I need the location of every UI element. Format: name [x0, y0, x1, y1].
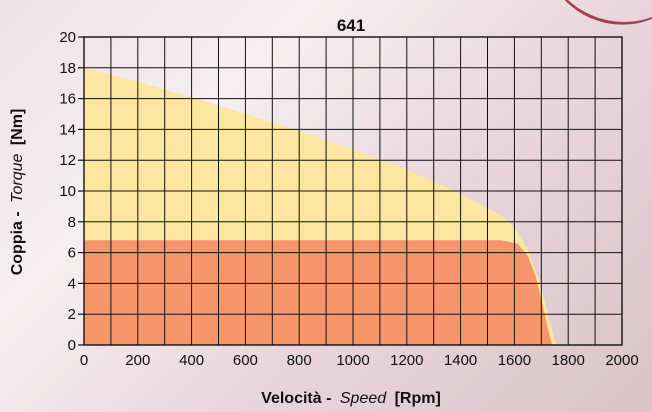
y-axis-label-bold: Coppia - [9, 211, 26, 275]
x-tick-label: 800 [287, 352, 312, 369]
y-tick-label: 10 [59, 183, 76, 200]
y-tick-label: 12 [59, 152, 76, 169]
chart-grid [78, 36, 623, 346]
y-axis-label-unit: [Nm] [9, 109, 26, 145]
area-series-2 [84, 240, 553, 345]
x-axis-label: Velocità - Speed [Rpm] [261, 390, 441, 407]
y-tick-label: 18 [59, 60, 76, 77]
y-tick-label: 14 [59, 121, 76, 138]
x-tick-label: 1800 [552, 352, 585, 369]
y-tick-label: 2 [68, 306, 76, 323]
plot-frame [83, 36, 623, 346]
x-tick-label: 1600 [498, 352, 531, 369]
y-axis-label-italic: Torque [9, 154, 26, 203]
x-tick-label: 1400 [444, 352, 477, 369]
x-tick-label: 200 [125, 352, 150, 369]
y-tick-label: 16 [59, 91, 76, 108]
y-tick-label: 0 [68, 337, 76, 354]
x-tick-labels: 0 200 400 600 800 1000 1200 1400 1600 1800 2000 [80, 352, 639, 369]
x-axis-label-italic: Speed [340, 390, 387, 407]
y-axis-label: Coppia - Torque [Nm] [9, 109, 26, 276]
y-tick-labels: 0 2 4 6 8 10 12 14 16 18 20 [59, 29, 76, 354]
x-axis-label-bold: Velocità - [261, 390, 331, 407]
x-axis-label-unit: [Rpm] [395, 390, 441, 407]
y-tick-label: 6 [68, 245, 76, 262]
x-tick-label: 1000 [336, 352, 369, 369]
x-tick-label: 400 [179, 352, 204, 369]
x-tick-label: 600 [233, 352, 258, 369]
chart-title: 641 [337, 16, 365, 35]
x-tick-label: 2000 [605, 352, 638, 369]
x-tick-label: 1200 [390, 352, 423, 369]
y-tick-label: 20 [59, 29, 76, 46]
chart-areas [84, 67, 557, 346]
x-tick-label: 0 [80, 352, 88, 369]
y-tick-label: 4 [68, 275, 76, 292]
y-tick-label: 8 [68, 214, 76, 231]
